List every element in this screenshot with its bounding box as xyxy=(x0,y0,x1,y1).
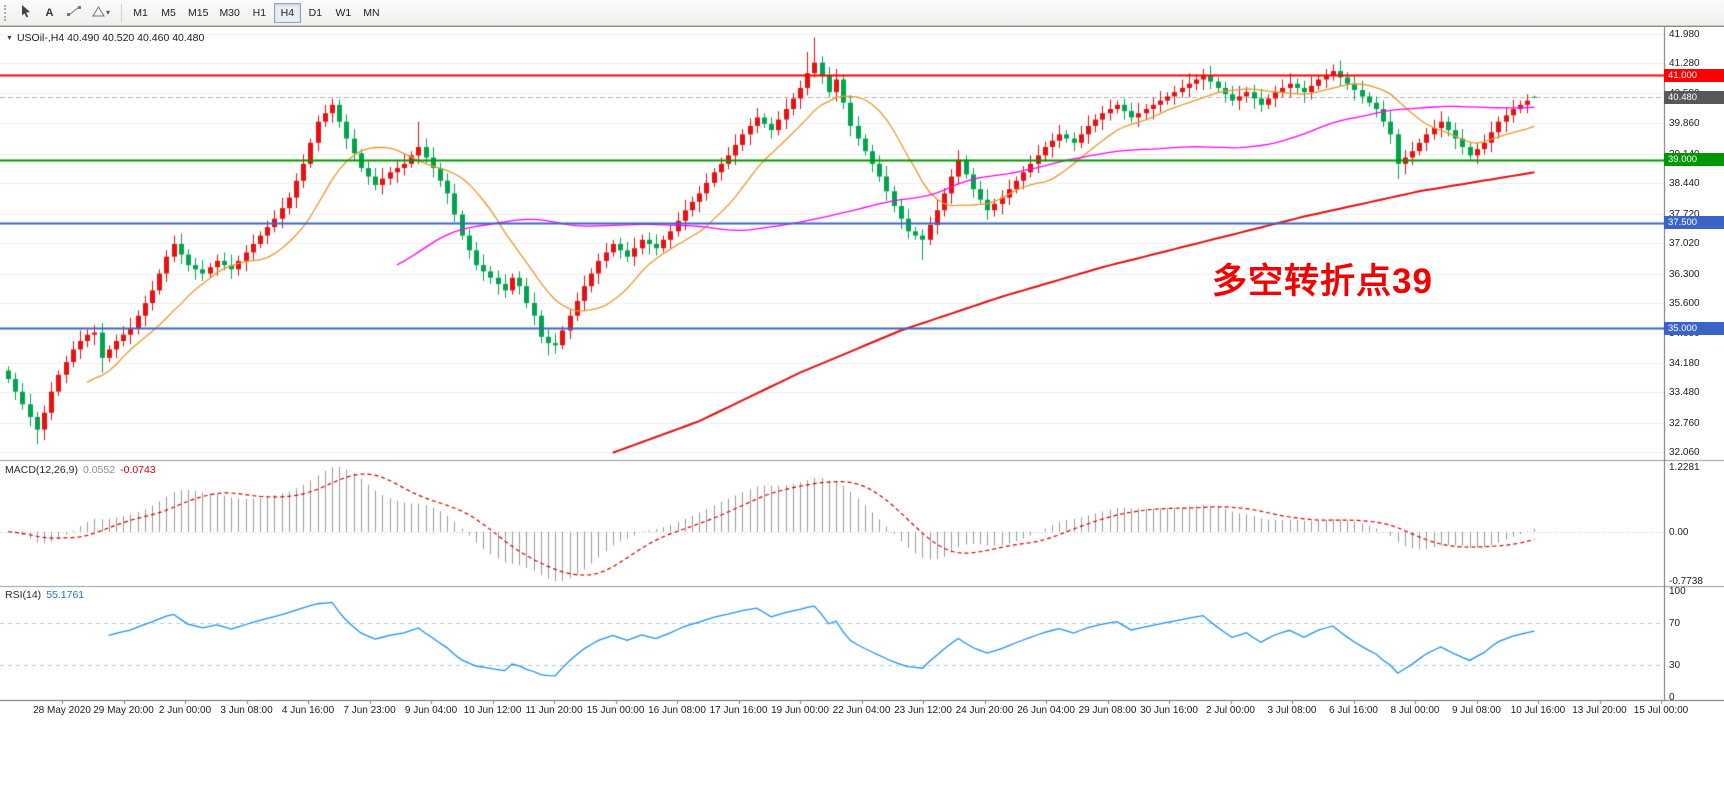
time-axis-label: 15 Jun 00:00 xyxy=(586,705,645,716)
time-axis-label: 9 Jun 04:00 xyxy=(404,705,458,716)
time-axis-label: 2 Jul 00:00 xyxy=(1206,705,1255,716)
price-axis-label: 41.980 xyxy=(1669,28,1700,40)
chart-symbol-header: ▼ USOil-,H4 40.490 40.520 40.460 40.480 xyxy=(6,32,204,44)
shapes-tool-button[interactable]: ▾ xyxy=(86,3,116,23)
macd-scale-label: 1.2281 xyxy=(1669,462,1700,473)
time-axis-label: 10 Jul 16:00 xyxy=(1510,705,1566,716)
timeframe-button-m1[interactable]: M1 xyxy=(127,3,154,23)
timeframe-button-m30[interactable]: M30 xyxy=(214,3,244,23)
time-axis-label: 8 Jul 00:00 xyxy=(1390,705,1440,716)
price-chart-canvas[interactable] xyxy=(0,27,1724,794)
time-axis-label: 2 Jun 00:00 xyxy=(158,705,212,716)
timeframe-button-m5[interactable]: M5 xyxy=(155,3,182,23)
macd-scale-label: 0.00 xyxy=(1669,526,1689,538)
rsi-scale-label: 70 xyxy=(1669,617,1681,629)
price-axis-label: 33.480 xyxy=(1669,387,1700,399)
rsi-panel-divider[interactable] xyxy=(0,584,1724,589)
time-axis-label: 29 May 20:00 xyxy=(93,705,154,716)
time-axis-label: 11 Jun 20:00 xyxy=(525,705,583,716)
time-axis-label: 26 Jun 04:00 xyxy=(1017,705,1075,716)
price-level-tag: 39.000 xyxy=(1664,153,1724,167)
price-axis-label: 36.300 xyxy=(1669,268,1700,280)
price-level-tag: 35.000 xyxy=(1664,321,1724,335)
price-axis-label: 34.180 xyxy=(1669,357,1700,369)
timeframe-button-h4[interactable]: H4 xyxy=(273,2,301,23)
timeframe-button-d1[interactable]: D1 xyxy=(302,3,329,23)
time-axis-label: 22 Jun 04:00 xyxy=(832,705,891,716)
time-axis-label: 17 Jun 16:00 xyxy=(709,705,768,716)
time-axis-label: 24 Jun 20:00 xyxy=(955,705,1014,716)
cursor-tool-button[interactable] xyxy=(14,3,37,23)
timeframe-button-h1[interactable]: H1 xyxy=(246,3,273,23)
price-axis-label: 38.440 xyxy=(1669,178,1700,190)
time-axis-label: 3 Jul 08:00 xyxy=(1267,705,1317,716)
macd-scale-label: -0.7738 xyxy=(1669,576,1703,587)
current-price-tag: 40.480 xyxy=(1664,90,1724,104)
macd-value-main: 0.0552 xyxy=(82,464,116,476)
macd-header: MACD(12,26,9) 0.0552 -0.0743 xyxy=(5,464,161,476)
price-axis-label: 37.720 xyxy=(1669,208,1700,220)
macd-panel-divider[interactable] xyxy=(0,458,1724,463)
macd-name: MACD(12,26,9) xyxy=(5,464,78,476)
text-tool-label: A xyxy=(45,6,54,19)
time-axis-label: 6 Jul 16:00 xyxy=(1329,705,1378,716)
chevron-down-icon: ▾ xyxy=(105,8,110,17)
toolbar-separator xyxy=(121,3,122,22)
macd-value-signal: -0.0743 xyxy=(120,464,156,476)
price-axis-label: 37.020 xyxy=(1669,238,1700,250)
text-tool-button[interactable]: A xyxy=(38,3,61,23)
timeframe-toolbar: M1 M5 M15 M30 H1 H4 D1 W1 MN xyxy=(127,2,385,23)
time-axis-label: 13 Jul 20:00 xyxy=(1572,705,1627,716)
price-axis-label: 32.760 xyxy=(1669,417,1700,429)
toolbar-grip[interactable] xyxy=(4,4,11,21)
trendline-icon xyxy=(66,5,81,20)
time-axis-label: 4 Jun 16:00 xyxy=(281,705,335,716)
price-scale[interactable]: 41.98041.28040.58039.86039.14038.44037.7… xyxy=(1664,27,1724,727)
time-axis-label: 16 Jun 08:00 xyxy=(648,705,706,716)
rsi-header: RSI(14) 55.1761 xyxy=(5,589,89,601)
time-axis-label: 23 Jun 12:00 xyxy=(894,705,952,716)
symbol-ohlc-text: USOil-,H4 40.490 40.520 40.460 40.480 xyxy=(16,32,205,44)
cursor-icon xyxy=(20,4,32,21)
rsi-scale-label: 0 xyxy=(1669,692,1675,703)
price-axis-label: 32.060 xyxy=(1669,447,1700,459)
time-axis-label: 28 May 2020 xyxy=(33,705,91,716)
price-axis-label: 41.280 xyxy=(1669,58,1700,70)
timeframe-button-mn[interactable]: MN xyxy=(358,3,385,23)
time-axis-label: 3 Jun 08:00 xyxy=(220,705,273,716)
price-level-tag: 41.000 xyxy=(1664,68,1724,82)
trendline-tool-button[interactable] xyxy=(62,3,85,23)
chart-annotation-text[interactable]: 多空转折点39 xyxy=(1212,262,1433,301)
time-axis-label: 30 Jun 16:00 xyxy=(1140,705,1198,716)
rsi-scale-label: 100 xyxy=(1669,586,1686,597)
price-axis-label: 35.600 xyxy=(1669,298,1700,310)
toolbar: A ▾ M1 M5 M15 M30 H1 H4 D1 W1 MN xyxy=(0,0,1724,26)
time-axis-label: 29 Jun 08:00 xyxy=(1078,705,1137,716)
price-axis-label: 39.860 xyxy=(1669,118,1700,130)
time-axis-label: 15 Jul 00:00 xyxy=(1633,705,1689,716)
timeframe-button-w1[interactable]: W1 xyxy=(330,3,357,23)
rsi-name: RSI(14) xyxy=(5,589,42,601)
timeframe-button-m15[interactable]: M15 xyxy=(183,3,213,23)
chart-window: ▼ USOil-,H4 40.490 40.520 40.460 40.480 … xyxy=(0,26,1724,794)
dropdown-triangle-icon[interactable]: ▼ xyxy=(6,34,13,42)
time-scale[interactable]: 28 May 2020 29 May 20:00 2 Jun 00:00 3 Jun … xyxy=(0,701,1724,723)
shapes-icon xyxy=(92,5,105,20)
rsi-value: 55.1761 xyxy=(46,589,85,601)
time-axis-label: 10 Jun 12:00 xyxy=(463,705,522,716)
rsi-scale-label: 30 xyxy=(1669,660,1681,672)
time-axis-label: 7 Jun 23:00 xyxy=(343,705,396,716)
time-axis-label: 9 Jul 08:00 xyxy=(1452,705,1501,716)
price-level-tag: 37.500 xyxy=(1664,216,1724,230)
time-axis-label: 19 Jun 00:00 xyxy=(771,705,829,716)
